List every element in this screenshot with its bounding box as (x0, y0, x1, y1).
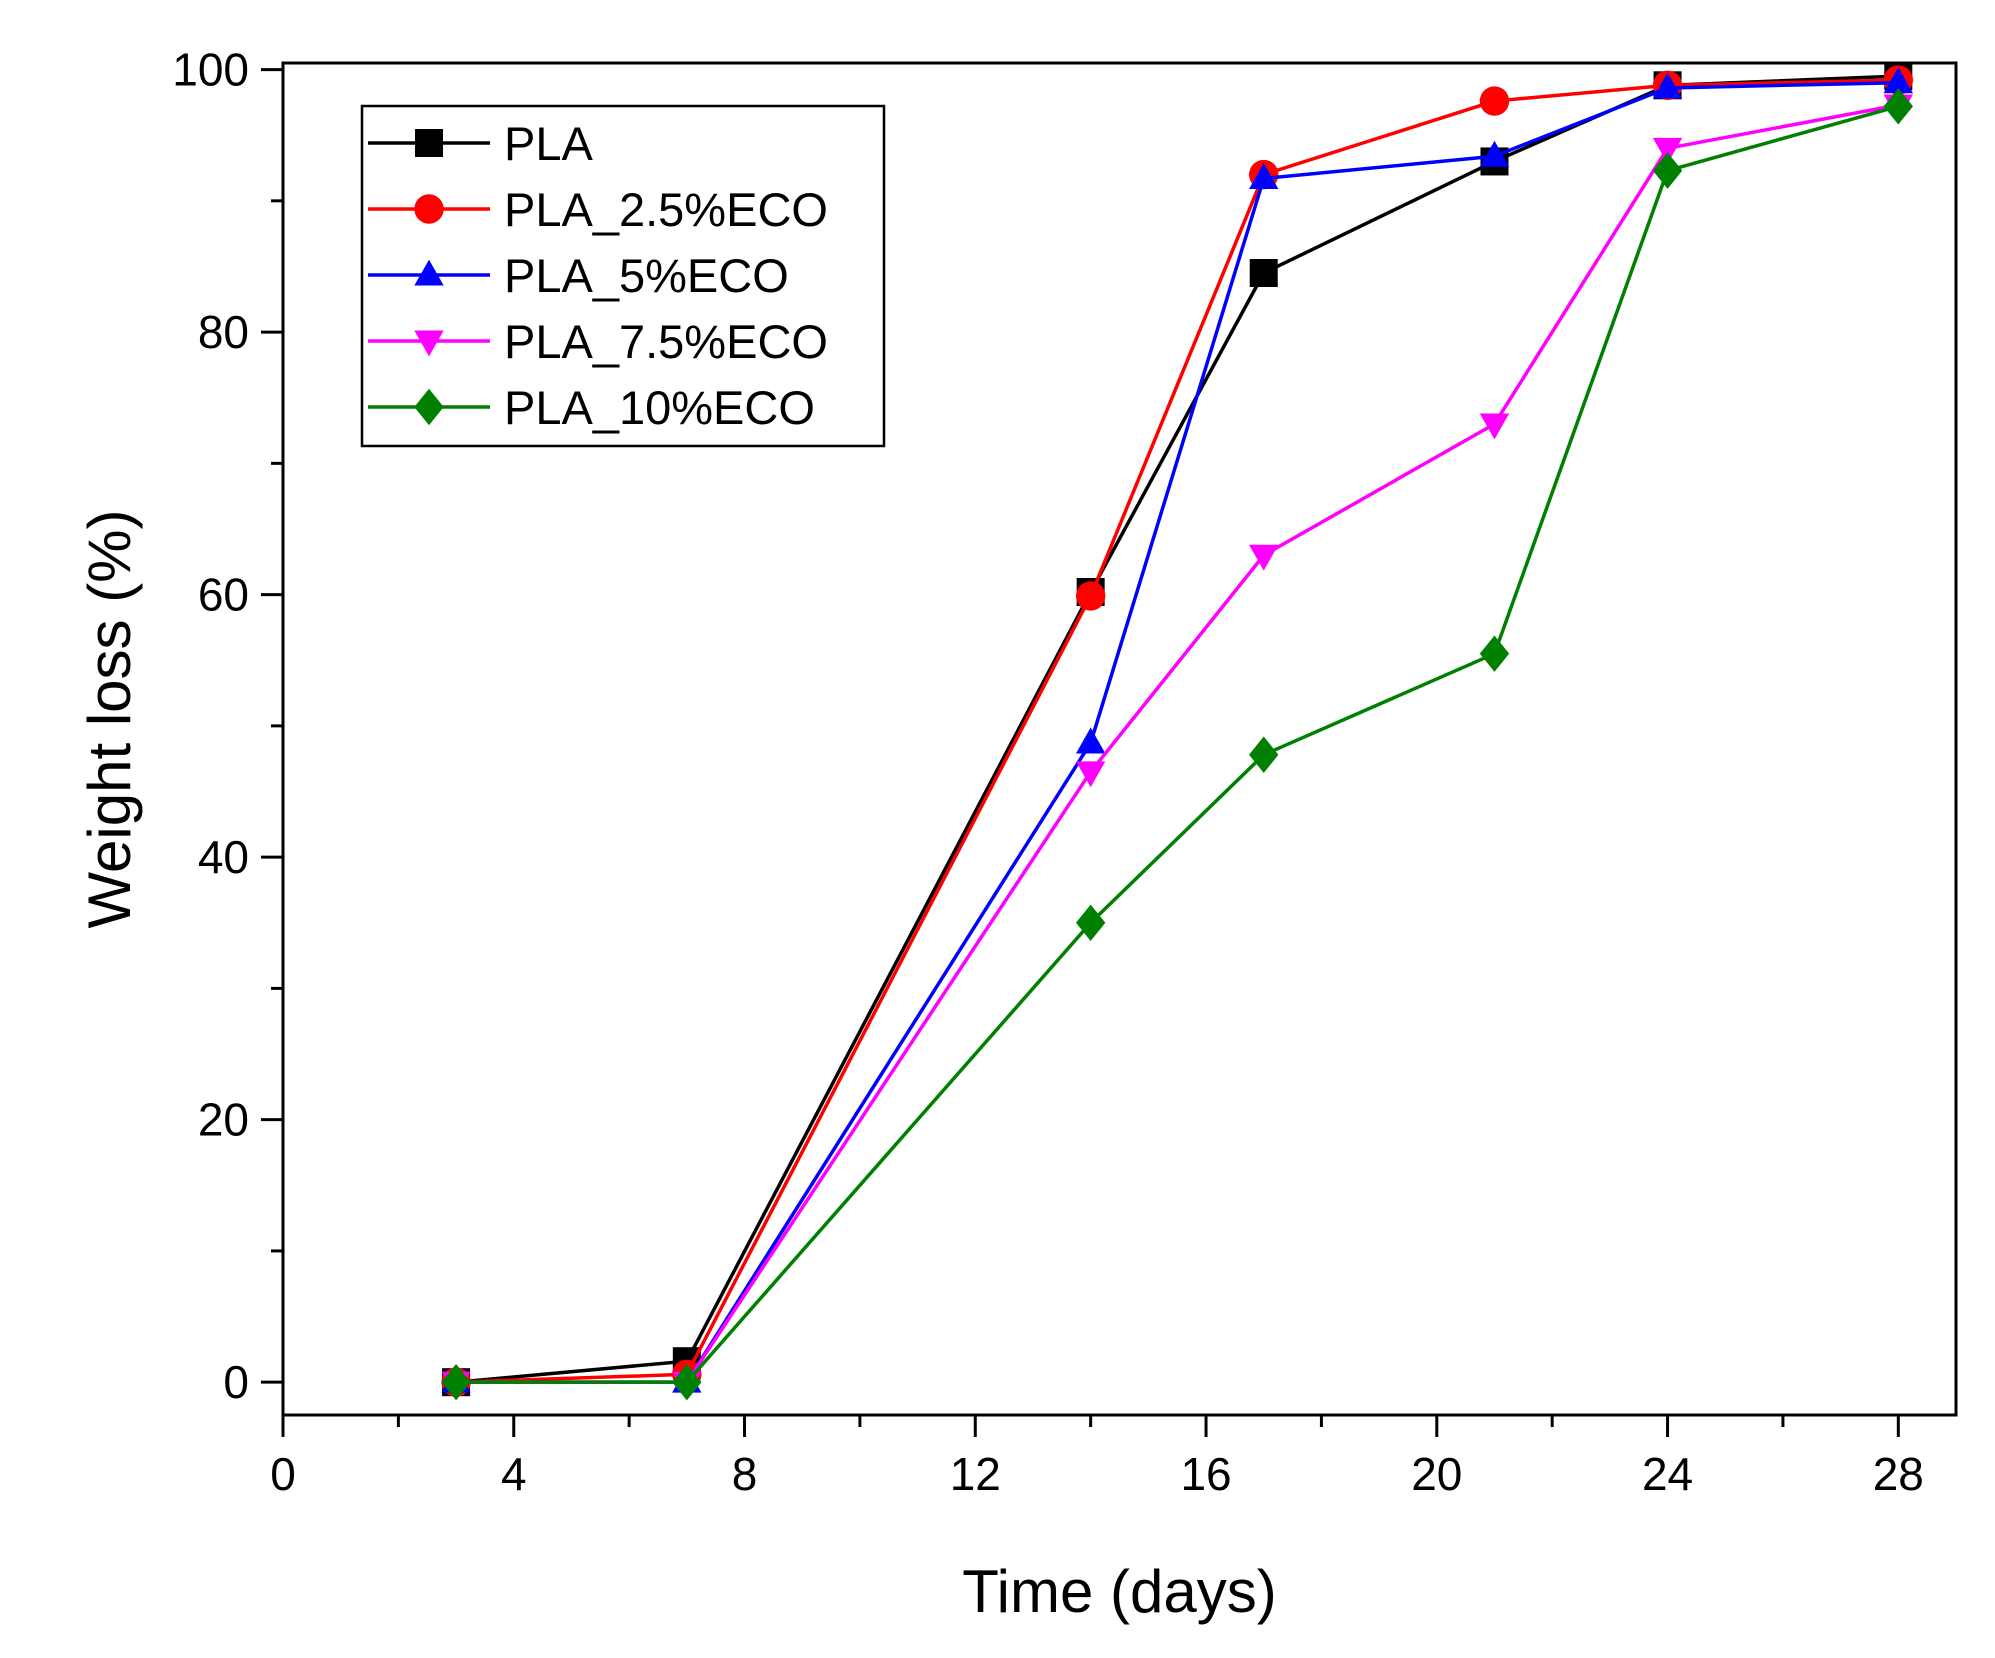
data-point (1249, 544, 1279, 571)
series-group (441, 62, 1914, 1401)
legend-marker (415, 129, 443, 157)
data-point (1652, 152, 1683, 189)
data-point (441, 1363, 471, 1401)
legend-label: PLA_5%ECO (504, 249, 789, 302)
y-tick-label: 60 (198, 569, 249, 621)
y-tick-label: 100 (172, 44, 249, 96)
legend-marker (414, 194, 444, 224)
x-tick-label: 16 (1180, 1448, 1231, 1500)
y-tick-label: 20 (198, 1094, 249, 1146)
x-tick-label: 0 (270, 1448, 296, 1500)
y-axis-title: Weight loss (%) (76, 509, 143, 928)
data-point (1075, 727, 1106, 754)
legend-entry: PLA_2.5%ECO (368, 183, 828, 236)
data-point (1249, 736, 1279, 773)
data-point (1075, 761, 1106, 788)
x-tick-label: 12 (950, 1448, 1001, 1500)
legend-marker (414, 330, 444, 357)
x-tick-label: 8 (732, 1448, 758, 1500)
y-tick-label: 0 (223, 1356, 249, 1408)
x-tick-label: 20 (1411, 1448, 1462, 1500)
x-tick-label: 28 (1873, 1448, 1924, 1500)
x-tick-label: 24 (1642, 1448, 1693, 1500)
data-point (1479, 635, 1510, 672)
axes: 0 4 8 12 16 20 24 28 0 20 40 60 80 100 (172, 44, 1958, 1500)
legend-entry: PLA_5%ECO (368, 249, 789, 302)
data-point (1249, 163, 1279, 190)
legend-entry: PLA (368, 117, 593, 170)
legend-entry: PLA_10%ECO (368, 381, 815, 434)
data-point (1652, 72, 1683, 99)
legend-label: PLA_2.5%ECO (504, 183, 828, 236)
plot-frame (281, 61, 1958, 1417)
legend-label: PLA_7.5%ECO (504, 315, 828, 368)
legend: PLA PLA_2.5%ECO PLA_5%ECO PLA_7.5%ECO PLA_10… (360, 104, 886, 448)
legend-label: PLA_10%ECO (504, 381, 815, 434)
legend-box (360, 104, 886, 448)
y-tick-label: 40 (198, 831, 249, 883)
data-point (1075, 904, 1106, 941)
series-pla-10-eco (441, 88, 1914, 1401)
legend-label: PLA (504, 117, 593, 170)
data-point (1075, 581, 1106, 611)
data-point (1652, 137, 1683, 164)
data-point (672, 1363, 702, 1401)
legend-marker (414, 259, 444, 286)
data-point (1883, 67, 1914, 94)
data-point (1883, 88, 1914, 125)
data-point (1249, 259, 1278, 288)
legend-marker (414, 388, 444, 426)
data-point (1479, 86, 1510, 116)
y-tick-label: 80 (198, 306, 249, 358)
data-point (1479, 413, 1510, 440)
x-axis-title: Time (days) (962, 1558, 1276, 1625)
data-point (1479, 140, 1510, 167)
legend-entry: PLA_7.5%ECO (368, 315, 828, 368)
x-tick-label: 4 (501, 1448, 527, 1500)
